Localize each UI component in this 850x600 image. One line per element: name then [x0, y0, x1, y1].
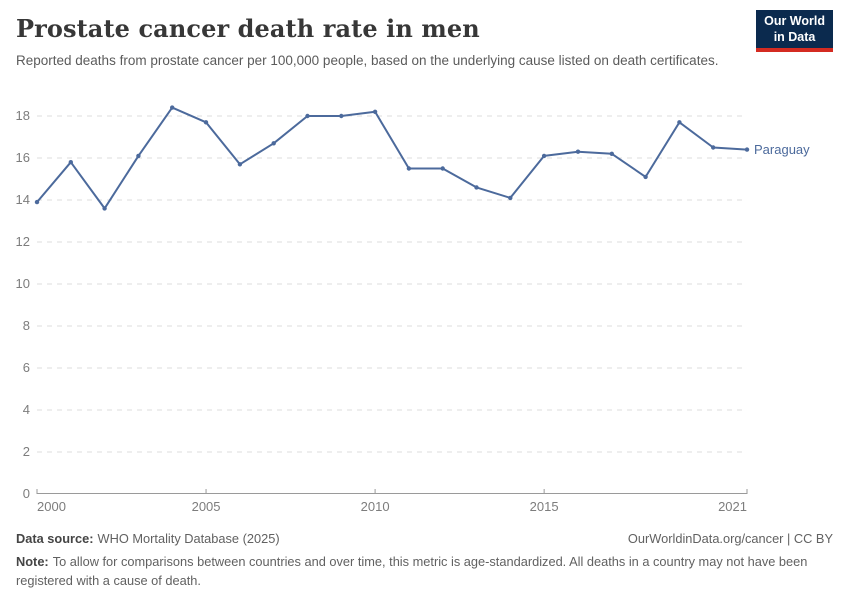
data-point-2016[interactable]: [575, 149, 581, 154]
y-tick-label: 12: [15, 233, 30, 249]
data-point-2018[interactable]: [643, 174, 648, 180]
data-point-2005[interactable]: [203, 120, 209, 125]
y-tick-label: 2: [22, 443, 30, 459]
x-tick-label: 2005: [191, 499, 221, 514]
data-point-2021[interactable]: [744, 147, 750, 152]
data-point-2014[interactable]: [508, 195, 513, 201]
note-text: To allow for comparisons between countri…: [16, 554, 808, 588]
data-point-2002[interactable]: [102, 206, 107, 211]
owid-logo-line2: in Data: [773, 29, 816, 44]
y-tick-label: 0: [22, 486, 30, 501]
y-tick-label: 10: [15, 275, 30, 291]
data-source: Data source: WHO Mortality Database (2025…: [16, 531, 280, 546]
owid-logo-line1: Our World: [764, 14, 825, 28]
owid-logo[interactable]: Our World in Data: [756, 10, 833, 53]
data-point-2004[interactable]: [170, 105, 175, 110]
page-title: Prostate cancer death rate in men: [16, 14, 480, 43]
y-tick-label: 4: [22, 401, 30, 417]
data-point-2020[interactable]: [711, 145, 716, 150]
line-chart-canvas: [34, 105, 750, 494]
data-point-2007[interactable]: [271, 141, 276, 146]
y-tick-label: 18: [15, 107, 30, 123]
data-source-text: WHO Mortality Database (2025): [97, 531, 280, 546]
x-tick-label: 2000: [37, 499, 66, 514]
data-point-2011[interactable]: [406, 166, 412, 171]
chart-note: Note: To allow for comparisons between co…: [16, 553, 833, 590]
data-point-2010[interactable]: [372, 109, 378, 114]
data-point-2013[interactable]: [474, 185, 479, 190]
data-point-2001[interactable]: [68, 160, 73, 165]
license-link[interactable]: OurWorldinData.org/cancer | CC BY: [627, 531, 833, 546]
data-point-2008[interactable]: [305, 113, 310, 119]
data-point-2009[interactable]: [339, 113, 344, 119]
data-point-2019[interactable]: [677, 120, 682, 125]
data-point-2006[interactable]: [237, 162, 243, 167]
data-point-2017[interactable]: [609, 151, 614, 156]
y-tick-label: 6: [22, 359, 30, 375]
x-tick-label: 2015: [529, 499, 559, 514]
series-line-paraguay[interactable]: [36, 106, 748, 210]
x-tick-label: 2021: [718, 499, 747, 514]
y-tick-label: 14: [15, 191, 30, 207]
data-point-2012[interactable]: [440, 166, 445, 171]
y-tick-label: 16: [15, 149, 30, 165]
x-tick-label: 2010: [360, 499, 390, 514]
chart-subtitle: Reported deaths from prostate cancer per…: [16, 53, 719, 68]
series-label-paraguay[interactable]: Paraguay: [754, 141, 810, 157]
data-point-2000[interactable]: [34, 199, 40, 205]
y-tick-label: 8: [22, 317, 30, 333]
chart-footer: Data source: WHO Mortality Database (2025…: [16, 531, 833, 590]
data-point-2015[interactable]: [541, 153, 547, 159]
note-label: Note:: [16, 554, 49, 569]
data-point-2003[interactable]: [136, 153, 141, 159]
data-source-label: Data source:: [16, 531, 94, 546]
